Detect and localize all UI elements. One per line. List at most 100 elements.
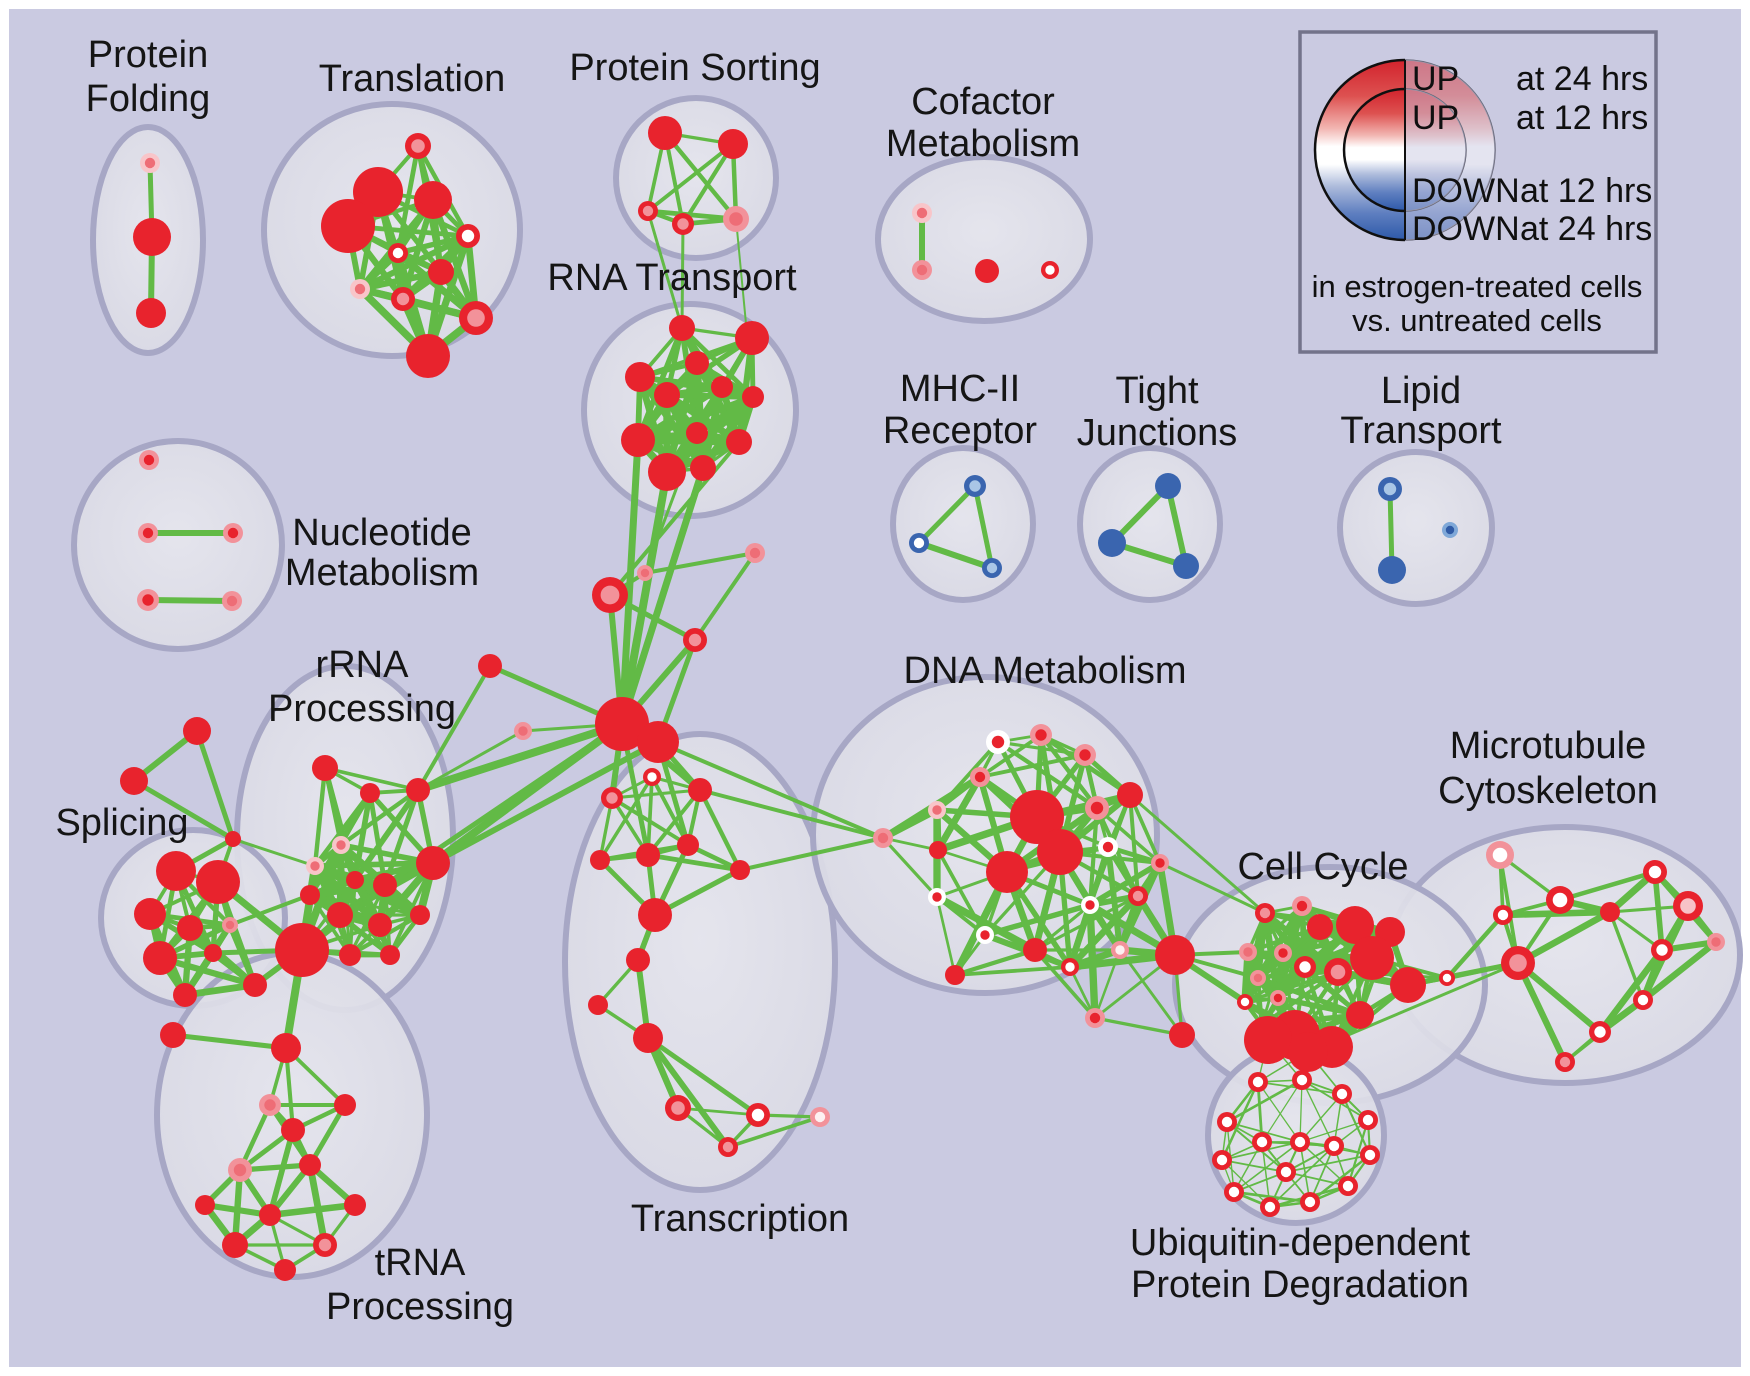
network-edge — [1299, 1079, 1303, 1143]
network-node[interactable] — [986, 851, 1028, 893]
network-node[interactable] — [648, 116, 682, 150]
network-node[interactable] — [730, 860, 750, 880]
network-node[interactable] — [353, 167, 403, 217]
network-node[interactable] — [625, 362, 655, 392]
network-node[interactable] — [134, 898, 166, 930]
network-node[interactable] — [975, 259, 999, 283]
network-node[interactable] — [143, 941, 177, 975]
network-edge — [1158, 861, 1267, 915]
network-node[interactable] — [478, 654, 502, 678]
network-node[interactable] — [321, 199, 375, 253]
network-node[interactable] — [271, 1033, 301, 1063]
network-node[interactable] — [368, 913, 392, 937]
network-node[interactable] — [1155, 473, 1181, 499]
network-node[interactable] — [1336, 906, 1374, 944]
network-node[interactable] — [588, 995, 608, 1015]
network-node[interactable] — [428, 259, 454, 285]
network-node[interactable] — [406, 778, 430, 802]
network-node[interactable] — [120, 767, 148, 795]
network-node[interactable] — [688, 778, 712, 802]
network-node[interactable] — [196, 860, 240, 904]
network-node[interactable] — [1098, 529, 1126, 557]
network-node[interactable] — [373, 873, 397, 897]
network-node[interactable] — [275, 923, 329, 977]
network-node-core — [1273, 993, 1283, 1003]
network-edge — [978, 733, 1043, 779]
network-node[interactable] — [156, 851, 196, 891]
network-node[interactable] — [1346, 1001, 1374, 1029]
network-node[interactable] — [742, 386, 764, 408]
network-node[interactable] — [590, 850, 610, 870]
network-node[interactable] — [638, 898, 672, 932]
network-node[interactable] — [718, 129, 748, 159]
network-node[interactable] — [1169, 1022, 1195, 1048]
network-node[interactable] — [636, 843, 660, 867]
cluster-label-cofactor: Metabolism — [886, 123, 1080, 165]
network-node[interactable] — [281, 1118, 305, 1142]
network-node-core — [877, 832, 889, 844]
network-node[interactable] — [726, 429, 752, 455]
network-node[interactable] — [204, 944, 222, 962]
network-node[interactable] — [222, 1232, 248, 1258]
network-node[interactable] — [1390, 967, 1426, 1003]
network-node[interactable] — [595, 697, 649, 751]
network-node[interactable] — [133, 218, 171, 256]
network-node[interactable] — [1307, 914, 1333, 940]
network-node[interactable] — [1023, 938, 1047, 962]
network-node[interactable] — [136, 298, 166, 328]
network-node[interactable] — [312, 755, 338, 781]
network-node[interactable] — [1155, 935, 1195, 975]
network-node[interactable] — [945, 965, 965, 985]
network-node[interactable] — [380, 945, 400, 965]
network-node[interactable] — [225, 831, 241, 847]
network-node[interactable] — [669, 315, 695, 341]
network-node[interactable] — [1288, 1032, 1328, 1072]
network-node[interactable] — [929, 841, 947, 859]
network-node[interactable] — [690, 455, 716, 481]
network-node[interactable] — [360, 783, 380, 803]
network-node[interactable] — [677, 834, 699, 856]
network-node[interactable] — [243, 973, 267, 997]
network-node[interactable] — [1378, 556, 1406, 584]
network-node[interactable] — [1173, 553, 1199, 579]
network-node[interactable] — [259, 1204, 281, 1226]
network-node-core — [814, 1111, 826, 1123]
network-node[interactable] — [735, 321, 769, 355]
network-node[interactable] — [406, 334, 450, 378]
network-node[interactable] — [177, 915, 203, 941]
network-node[interactable] — [1600, 902, 1620, 922]
network-node[interactable] — [410, 905, 430, 925]
cluster-label-transcription: Transcription — [631, 1198, 849, 1240]
network-node[interactable] — [648, 453, 686, 491]
network-node[interactable] — [626, 948, 650, 972]
network-node[interactable] — [654, 382, 680, 408]
network-node[interactable] — [300, 885, 320, 905]
network-node[interactable] — [183, 717, 211, 745]
network-node[interactable] — [1350, 936, 1394, 980]
network-node[interactable] — [334, 1094, 356, 1116]
network-node[interactable] — [637, 721, 679, 763]
network-node[interactable] — [414, 181, 452, 219]
network-node[interactable] — [633, 1023, 663, 1053]
network-node[interactable] — [274, 1259, 296, 1281]
network-node-core — [1243, 947, 1253, 957]
network-node[interactable] — [173, 983, 197, 1007]
network-node[interactable] — [344, 1194, 366, 1216]
network-node[interactable] — [346, 871, 364, 889]
network-node[interactable] — [711, 376, 733, 398]
network-node-core — [518, 726, 528, 736]
network-node[interactable] — [621, 423, 655, 457]
network-node[interactable] — [416, 846, 450, 880]
network-node[interactable] — [160, 1022, 186, 1048]
network-node[interactable] — [1117, 782, 1143, 808]
network-node[interactable] — [686, 422, 708, 444]
network-node[interactable] — [685, 351, 709, 375]
network-node[interactable] — [1244, 1016, 1292, 1064]
network-node[interactable] — [1037, 829, 1083, 875]
network-node-core — [1280, 1166, 1292, 1178]
network-node[interactable] — [1010, 790, 1064, 844]
network-node[interactable] — [195, 1195, 215, 1215]
network-node[interactable] — [299, 1154, 321, 1176]
network-node[interactable] — [327, 902, 353, 928]
network-node[interactable] — [339, 944, 361, 966]
